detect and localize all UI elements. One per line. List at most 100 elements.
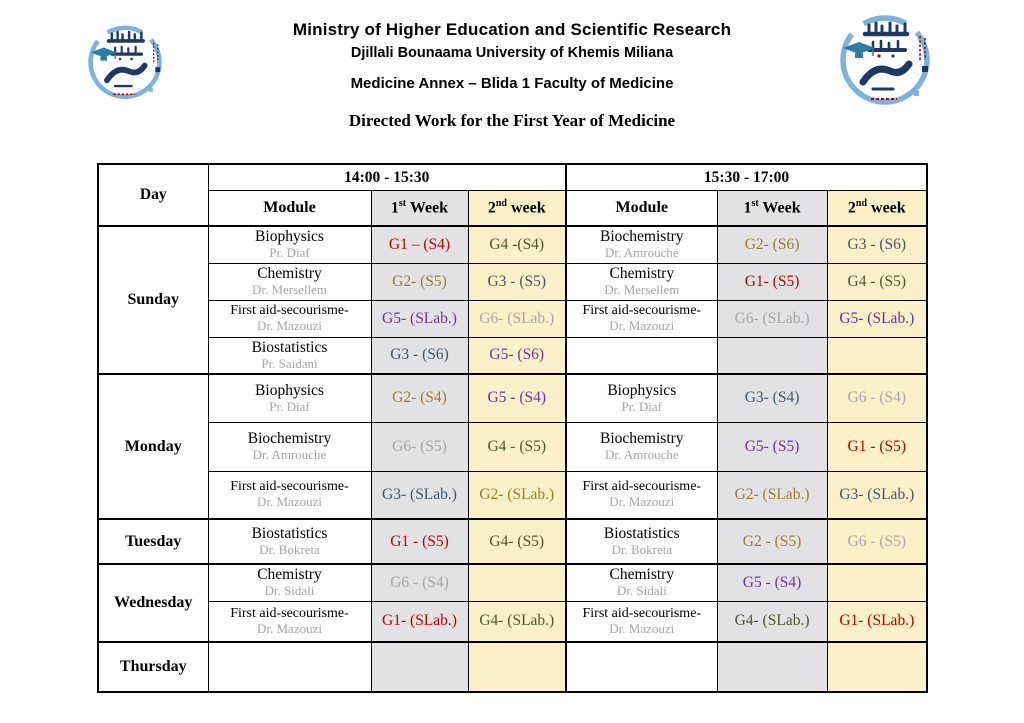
group-assignment: G4 -(S4): [489, 235, 545, 253]
module-cell: Biophysics Pr. Diaf: [207, 373, 372, 423]
week2-group-cell: G3 - (S6): [826, 225, 928, 264]
module-name: First aid-secourisme-: [582, 605, 702, 621]
timetable-row: Chemistry Dr. Mersellem G2- (S5) G3 - (S5) C…: [98, 262, 928, 301]
module-cell: First aid-secourisme- Dr. Mazouzi: [207, 470, 372, 520]
professor-name: Pr. Diaf: [269, 245, 310, 261]
group-assignment: G5- (SLab.): [382, 309, 457, 327]
group-assignment: G1 - (S5): [390, 532, 449, 550]
week1-group-cell: G2- (S5): [370, 262, 469, 301]
week1-group-cell: [716, 336, 828, 375]
module-name: Biophysics: [255, 381, 324, 399]
week1-group-cell: G2- (S4): [370, 373, 469, 423]
timetable: Day 14:00 - 15:30 15:30 - 17:00 Module 1…: [97, 163, 929, 693]
module-cell: [207, 641, 372, 693]
timetable-row: Sunday Biophysics Pr. Diaf G1 – (S4) G4 -(S4…: [97, 225, 928, 375]
timetable-row: Tuesday Biostatistics Dr. Bokreta G1 - (S5)…: [97, 518, 928, 565]
week2-group-cell: G6 - (S4): [826, 373, 928, 423]
module-cell: [565, 641, 718, 693]
group-assignment: G6- (SLab.): [479, 309, 555, 327]
week2-group-cell: G4- (SLab.): [467, 600, 567, 643]
professor-name: Pr. Diaf: [269, 398, 310, 414]
time-slot-1-header: 14:00 - 15:30: [207, 163, 567, 191]
group-assignment: G1 – (S4): [388, 235, 451, 253]
week2-group-cell: G2- (SLab.): [467, 470, 567, 520]
week1-group-cell: G2 - (S5): [716, 518, 828, 565]
week2-header: 2nd week: [826, 190, 928, 227]
professor-name: Dr. Amrouche: [604, 446, 679, 462]
module-name: Biostatistics: [603, 525, 680, 543]
week2-group-cell: G6- (SLab.): [467, 299, 567, 338]
week2-group-cell: [826, 563, 928, 602]
professor-name: Dr. Mazouzi: [257, 620, 322, 636]
day-header-cell: Day: [97, 163, 209, 227]
timetable-row: Biochemistry Dr. Amrouche G6- (S5) G4 - (S5…: [98, 421, 928, 472]
professor-name: Dr. Sidali: [616, 583, 667, 599]
group-assignment: G3 - (S5): [487, 272, 547, 290]
module-cell: Biostatistics Dr. Bokreta: [207, 518, 372, 565]
group-assignment: G4- (SLab.): [479, 612, 555, 630]
week1-group-cell: G2- (SLab.): [716, 470, 828, 520]
week2-group-cell: G5- (SLab.): [826, 299, 928, 338]
week2-group-cell: G3 - (S5): [467, 262, 567, 301]
day-cell-thursday: Thursday: [97, 641, 209, 693]
group-assignment: G1- (SLab.): [382, 612, 457, 630]
module-name: First aid-secourisme-: [230, 479, 349, 495]
module-name: Biostatistics: [251, 338, 328, 356]
module-name: Chemistry: [257, 265, 322, 283]
group-assignment: G3- (S4): [744, 389, 800, 407]
group-assignment: G2- (SLab.): [734, 485, 810, 503]
timetable-row: Biostatistics Pr. Saidani G3 - (S6) G5- (S6…: [98, 336, 928, 375]
week2-group-cell: [826, 336, 928, 375]
day-cell-wednesday: Wednesday: [97, 563, 209, 643]
module-name: First aid-secourisme-: [582, 479, 702, 495]
week2-group-cell: G4- (S5): [467, 518, 567, 565]
week1-group-cell: G5- (S5): [716, 421, 828, 472]
group-assignment: G6- (S5): [392, 437, 447, 455]
module-name: Chemistry: [609, 265, 675, 283]
week2-group-cell: G1 - (S5): [826, 421, 928, 472]
day-cell-tuesday: Tuesday: [97, 518, 209, 565]
professor-name: Dr. Mersellem: [251, 281, 328, 297]
module-cell: Biostatistics Pr. Saidani: [207, 336, 372, 375]
week1-group-cell: G4- (SLab.): [716, 600, 828, 643]
week1-group-cell: G6- (SLab.): [716, 299, 828, 338]
week1-group-cell: G5- (SLab.): [370, 299, 469, 338]
group-assignment: G2- (S5): [392, 272, 447, 290]
ministry-title: Ministry of Higher Education and Scienti…: [292, 20, 732, 39]
timetable-row: Wednesday Chemistry Dr. Sidali G6 - (S4) Che…: [97, 563, 928, 643]
group-assignment: G2- (S4): [392, 389, 447, 407]
timetable-row: Monday Biophysics Pr. Diaf G2- (S4) G5 - (S4…: [97, 373, 928, 520]
week2-group-cell: G3- (SLab.): [826, 470, 928, 520]
timetable-row: First aid-secourisme- Dr. Mazouzi G3- (SLa…: [98, 470, 928, 520]
day-cell-sunday: Sunday: [97, 225, 209, 375]
week2-header: 2nd week: [467, 190, 567, 227]
professor-name: Pr. Saidani: [261, 355, 318, 371]
week1-header: 1st Week: [716, 190, 828, 227]
module-cell: Biochemistry Dr. Amrouche: [207, 421, 372, 472]
module-name: Biophysics: [607, 381, 677, 399]
module-name: Biostatistics: [251, 525, 328, 543]
week2-group-cell: G5- (S6): [467, 336, 567, 375]
day-cell-monday: Monday: [97, 373, 209, 520]
module-cell: Biochemistry Dr. Amrouche: [565, 421, 718, 472]
week2-group-cell: G4 -(S4): [467, 225, 567, 264]
module-cell: Biostatistics Dr. Bokreta: [565, 518, 718, 565]
module-cell: First aid-secourisme- Dr. Mazouzi: [207, 299, 372, 338]
professor-name: Dr. Mazouzi: [257, 494, 322, 510]
group-assignment: G3 - (S6): [847, 235, 907, 253]
professor-name: Pr. Diaf: [621, 398, 662, 414]
module-name: First aid-secourisme-: [230, 302, 349, 318]
module-cell: First aid-secourisme- Dr. Mazouzi: [565, 600, 718, 643]
week1-group-cell: [370, 641, 469, 693]
week1-group-cell: G3- (S4): [716, 373, 828, 423]
week1-group-cell: G1- (S5): [716, 262, 828, 301]
module-name: Chemistry: [609, 566, 675, 584]
week1-group-cell: G1- (SLab.): [370, 600, 469, 643]
week1-header: 1st Week: [370, 190, 469, 227]
module-cell: Chemistry Dr. Sidali: [207, 563, 372, 602]
module-name: Biophysics: [255, 228, 324, 246]
group-assignment: G1 - (S5): [847, 437, 907, 455]
module-cell: First aid-secourisme- Dr. Mazouzi: [565, 299, 718, 338]
week2-group-cell: G4 - (S5): [826, 262, 928, 301]
